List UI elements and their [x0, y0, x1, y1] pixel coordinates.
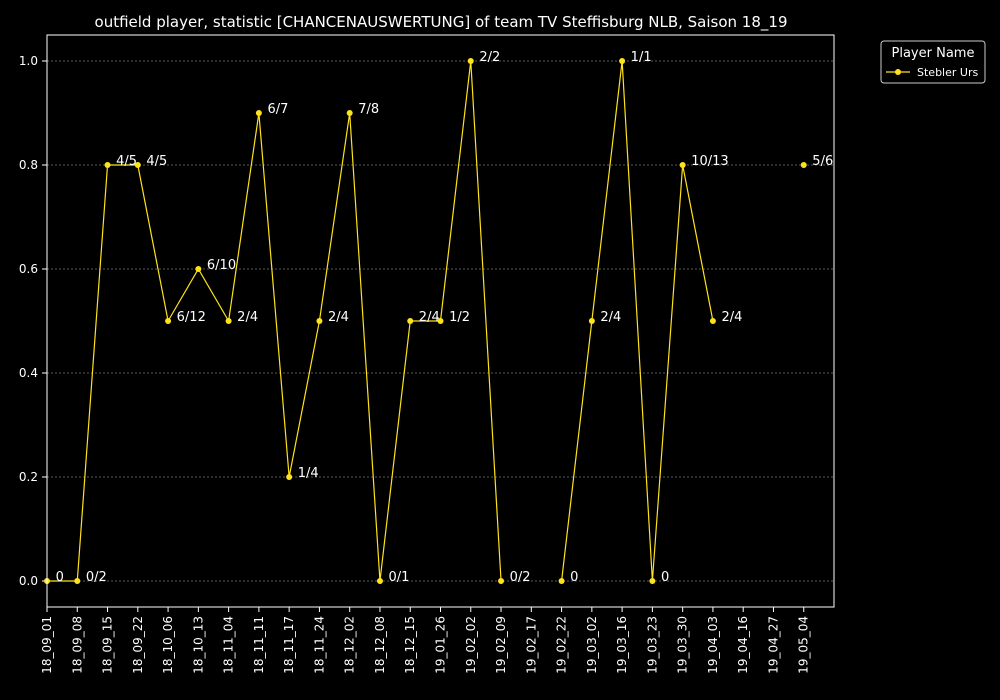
- data-point[interactable]: [498, 578, 505, 584]
- y-axis: 0.0 0.2 0.4 0.6 0.8 1.0: [19, 54, 47, 588]
- data-label: 7/8: [358, 102, 379, 117]
- legend-point-marker: [895, 69, 901, 75]
- data-label: 1/4: [298, 466, 319, 481]
- data-point[interactable]: [709, 318, 716, 324]
- x-tick-label: 19_04_16: [736, 616, 750, 674]
- data-point[interactable]: [104, 162, 111, 168]
- data-point[interactable]: [255, 110, 262, 116]
- data-label: 1/2: [449, 310, 470, 325]
- x-tick-label: 18_12_15: [403, 616, 417, 674]
- series-line: [47, 60, 502, 582]
- x-tick-label: 19_01_26: [434, 616, 448, 674]
- x-tick-label: 18_10_06: [161, 616, 175, 674]
- x-tick-label: 19_02_22: [555, 616, 569, 674]
- x-tick-label: 19_04_27: [766, 616, 780, 674]
- data-point[interactable]: [165, 318, 172, 324]
- y-tick-label: 1.0: [19, 54, 38, 68]
- x-axis: 18_09_01 18_09_08 18_09_15 18_09_22 18_10_06…: [40, 607, 811, 674]
- data-label: 6/12: [177, 310, 206, 325]
- data-label: 2/4: [237, 310, 258, 325]
- data-label: 0/2: [86, 570, 107, 585]
- x-tick-label: 19_05_04: [797, 616, 811, 674]
- data-label: 4/5: [116, 154, 137, 169]
- x-tick-label: 18_09_01: [40, 616, 54, 674]
- data-label: 0: [56, 570, 64, 585]
- y-tick-label: 0.6: [19, 262, 38, 276]
- x-tick-label: 18_09_22: [131, 616, 145, 674]
- y-tick-label: 0.8: [19, 158, 38, 172]
- x-tick-label: 18_10_13: [191, 616, 205, 674]
- data-point[interactable]: [134, 162, 141, 168]
- data-point[interactable]: [800, 162, 807, 168]
- series-area: 0 0/2 4/5 4/5 6/12 6/10 2/4 6/7 1/4 2/4 7/8 0/1 2/4 1…: [44, 50, 833, 585]
- plot-frame: [46, 34, 835, 608]
- data-label: 0/1: [389, 570, 410, 585]
- data-label: 6/7: [267, 102, 288, 117]
- data-label: 10/13: [691, 154, 728, 169]
- x-tick-label: 18_11_17: [282, 616, 296, 674]
- x-tick-label: 18_09_08: [70, 616, 84, 674]
- data-point[interactable]: [437, 318, 444, 324]
- data-point[interactable]: [619, 58, 626, 64]
- data-point[interactable]: [407, 318, 414, 324]
- x-tick-label: 18_09_15: [101, 616, 115, 674]
- data-point[interactable]: [588, 318, 595, 324]
- data-label: 5/6: [812, 154, 833, 169]
- legend-title: Player Name: [892, 46, 975, 61]
- x-tick-label: 18_11_04: [222, 616, 236, 674]
- x-tick-label: 19_04_03: [706, 616, 720, 674]
- y-tick-label: 0.0: [19, 574, 38, 588]
- data-label: 6/10: [207, 258, 236, 273]
- data-label: 2/4: [328, 310, 349, 325]
- data-point[interactable]: [225, 318, 232, 324]
- data-label: 2/4: [600, 310, 621, 325]
- data-point[interactable]: [316, 318, 323, 324]
- legend-entry-label: Stebler Urs: [917, 66, 978, 79]
- data-label: 0: [661, 570, 669, 585]
- data-label: 0/2: [510, 570, 531, 585]
- series-line: [560, 60, 714, 582]
- data-point[interactable]: [195, 266, 202, 272]
- data-label: 2/4: [721, 310, 742, 325]
- data-point[interactable]: [346, 110, 353, 116]
- data-point[interactable]: [376, 578, 383, 584]
- data-label: 1/1: [631, 50, 652, 65]
- data-point[interactable]: [467, 58, 474, 64]
- data-point[interactable]: [74, 578, 81, 584]
- data-label: 0: [570, 570, 578, 585]
- y-tick-label: 0.4: [19, 366, 38, 380]
- grid: [47, 60, 834, 582]
- data-point[interactable]: [558, 578, 565, 584]
- data-label: 2/2: [479, 50, 500, 65]
- x-tick-label: 19_02_09: [494, 616, 508, 674]
- x-tick-label: 19_02_17: [524, 616, 538, 674]
- x-tick-label: 18_12_08: [373, 616, 387, 674]
- y-tick-label: 0.2: [19, 470, 38, 484]
- data-point[interactable]: [286, 474, 293, 480]
- x-tick-label: 19_03_16: [615, 616, 629, 674]
- data-label: 4/5: [146, 154, 167, 169]
- x-tick-label: 18_11_24: [312, 616, 326, 674]
- data-point[interactable]: [649, 578, 656, 584]
- x-tick-label: 18_11_11: [252, 616, 266, 674]
- x-tick-label: 19_03_23: [645, 616, 659, 674]
- legend[interactable]: Player Name Stebler Urs: [880, 40, 986, 84]
- x-tick-label: 18_12_02: [343, 616, 357, 674]
- chart-title: outfield player, statistic [CHANCENAUSWE…: [95, 13, 788, 32]
- x-tick-label: 19_02_02: [464, 616, 478, 674]
- x-tick-label: 19_03_02: [585, 616, 599, 674]
- data-point[interactable]: [679, 162, 686, 168]
- data-label: 2/4: [419, 310, 440, 325]
- x-tick-label: 19_03_30: [676, 616, 690, 674]
